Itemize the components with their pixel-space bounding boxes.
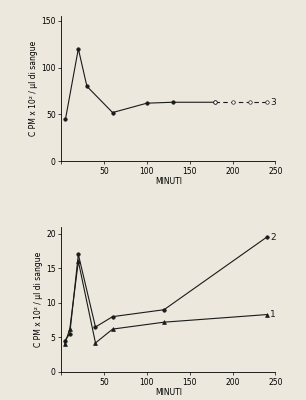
Y-axis label: C PM x 10² / μl di sangue: C PM x 10² / μl di sangue xyxy=(34,252,43,347)
Text: 2: 2 xyxy=(270,232,276,242)
Text: 3: 3 xyxy=(270,98,276,107)
Text: 1: 1 xyxy=(270,310,276,319)
Y-axis label: C PM x 10² / μl di sangue: C PM x 10² / μl di sangue xyxy=(29,41,38,136)
X-axis label: MINUTI: MINUTI xyxy=(155,177,182,186)
X-axis label: MINUTI: MINUTI xyxy=(155,388,182,397)
